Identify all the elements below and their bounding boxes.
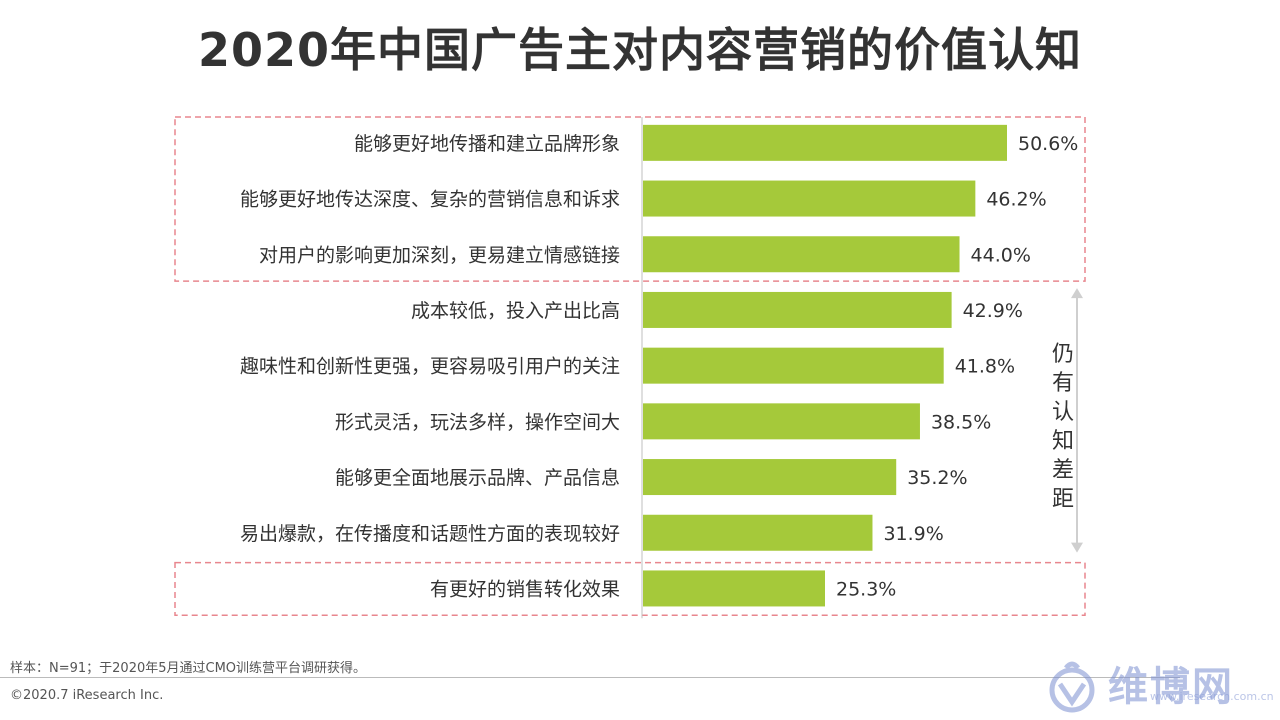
copyright: ©2020.7 iResearch Inc. [10,688,164,703]
value-label-2: 46.2% [986,189,1046,211]
value-label-5: 41.8% [955,356,1015,378]
watermark-logo-icon [1049,661,1095,713]
category-label-6: 形式灵活，玩法多样，操作空间大 [335,411,620,433]
gap-arrow-up-icon [1071,288,1083,299]
value-label-3: 44.0% [971,244,1031,266]
category-label-1: 能够更好地传播和建立品牌形象 [354,133,620,155]
value-label-6: 38.5% [931,411,991,433]
category-label-4: 成本较低，投入产出比高 [411,300,620,322]
value-label-9: 25.3% [836,578,896,600]
category-label-3: 对用户的影响更加深刻，更易建立情感链接 [259,244,620,266]
sample-note: 样本：N=91；于2020年5月通过CMO训练营平台调研获得。 [10,661,367,676]
bar-9 [643,570,825,607]
gap-annotation-label: 仍有认知差距 [1051,342,1074,512]
chart-title: 2020年中国广告主对内容营销的价值认知 [197,23,1083,77]
highlight-box-2 [174,561,1086,617]
bar-8 [643,514,873,551]
bar-3 [643,236,960,273]
highlight-box-1 [174,116,1086,282]
category-label-8: 易出爆款，在传播度和话题性方面的表现较好 [240,523,620,545]
bar-2 [643,180,976,217]
footer-divider [0,677,1180,678]
bar-6 [643,403,920,440]
bar-7 [643,459,897,496]
watermark-subtext: www.iresearch.com.cn [1150,690,1274,703]
gap-arrow-down-icon [1071,542,1083,553]
bar-1 [643,124,1007,161]
category-label-9: 有更好的销售转化效果 [430,578,620,600]
value-label-7: 35.2% [907,467,967,489]
bar-chart: 能够更好地传播和建立品牌形象 50.6% 能够更好地传达深度、复杂的营销信息和诉求 4… [174,116,1086,619]
bar-5 [643,347,944,384]
category-label-7: 能够更全面地展示品牌、产品信息 [335,467,620,489]
category-label-5: 趣味性和创新性更强，更容易吸引用户的关注 [240,356,620,378]
value-label-4: 42.9% [963,300,1023,322]
bar-4 [643,291,952,328]
watermark-text: 维博网 [1108,664,1234,710]
value-label-8: 31.9% [883,523,943,545]
category-label-2: 能够更好地传达深度、复杂的营销信息和诉求 [240,189,620,211]
value-label-1: 50.6% [1018,133,1078,155]
